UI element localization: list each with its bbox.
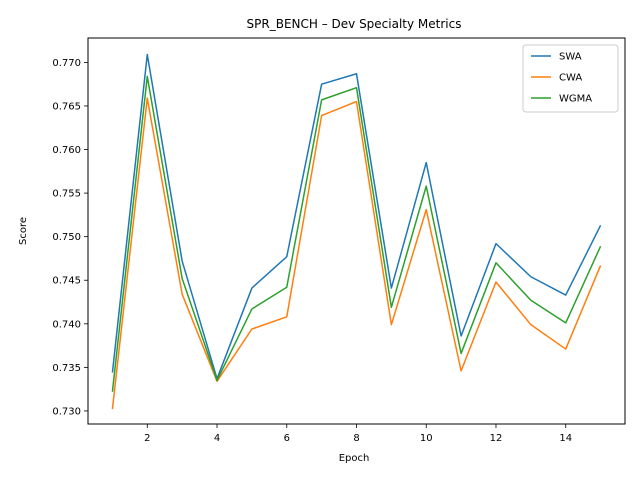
x-tick-label: 14 [559,433,572,444]
legend-label-swa: SWA [559,52,582,63]
y-tick-label: 0.760 [52,145,81,156]
x-axis: 2 4 6 8 10 12 14 [144,424,572,444]
x-tick-label: 12 [490,433,503,444]
y-axis-label: Score [18,217,29,245]
legend: SWA CWA WGMA [522,44,619,113]
chart-title: SPR_BENCH – Dev Specialty Metrics [247,17,462,31]
y-tick-label: 0.730 [52,406,81,417]
y-tick-label: 0.770 [52,58,81,69]
x-tick-label: 4 [214,433,220,444]
series-line-wgma [111,75,602,392]
y-tick-label: 0.745 [52,276,81,287]
y-tick-label: 0.740 [52,319,81,330]
y-tick-label: 0.750 [52,232,81,243]
y-tick-label: 0.755 [52,189,81,200]
x-tick-label: 10 [420,433,433,444]
series-line-swa [111,53,602,380]
x-tick-label: 2 [144,433,150,444]
y-tick-label: 0.735 [52,363,81,374]
y-tick-label: 0.765 [52,101,81,112]
x-tick-label: 8 [353,433,359,444]
series-line-cwa [111,97,602,410]
y-axis: 0.730 0.735 0.740 0.745 0.750 0.755 0.760 0.765… [52,58,88,417]
legend-label-cwa: CWA [559,73,582,84]
x-tick-label: 6 [284,433,290,444]
legend-label-wgma: WGMA [559,94,592,105]
legend-box [522,44,619,113]
plot-series-group [111,53,602,410]
x-axis-label: Epoch [339,453,370,464]
